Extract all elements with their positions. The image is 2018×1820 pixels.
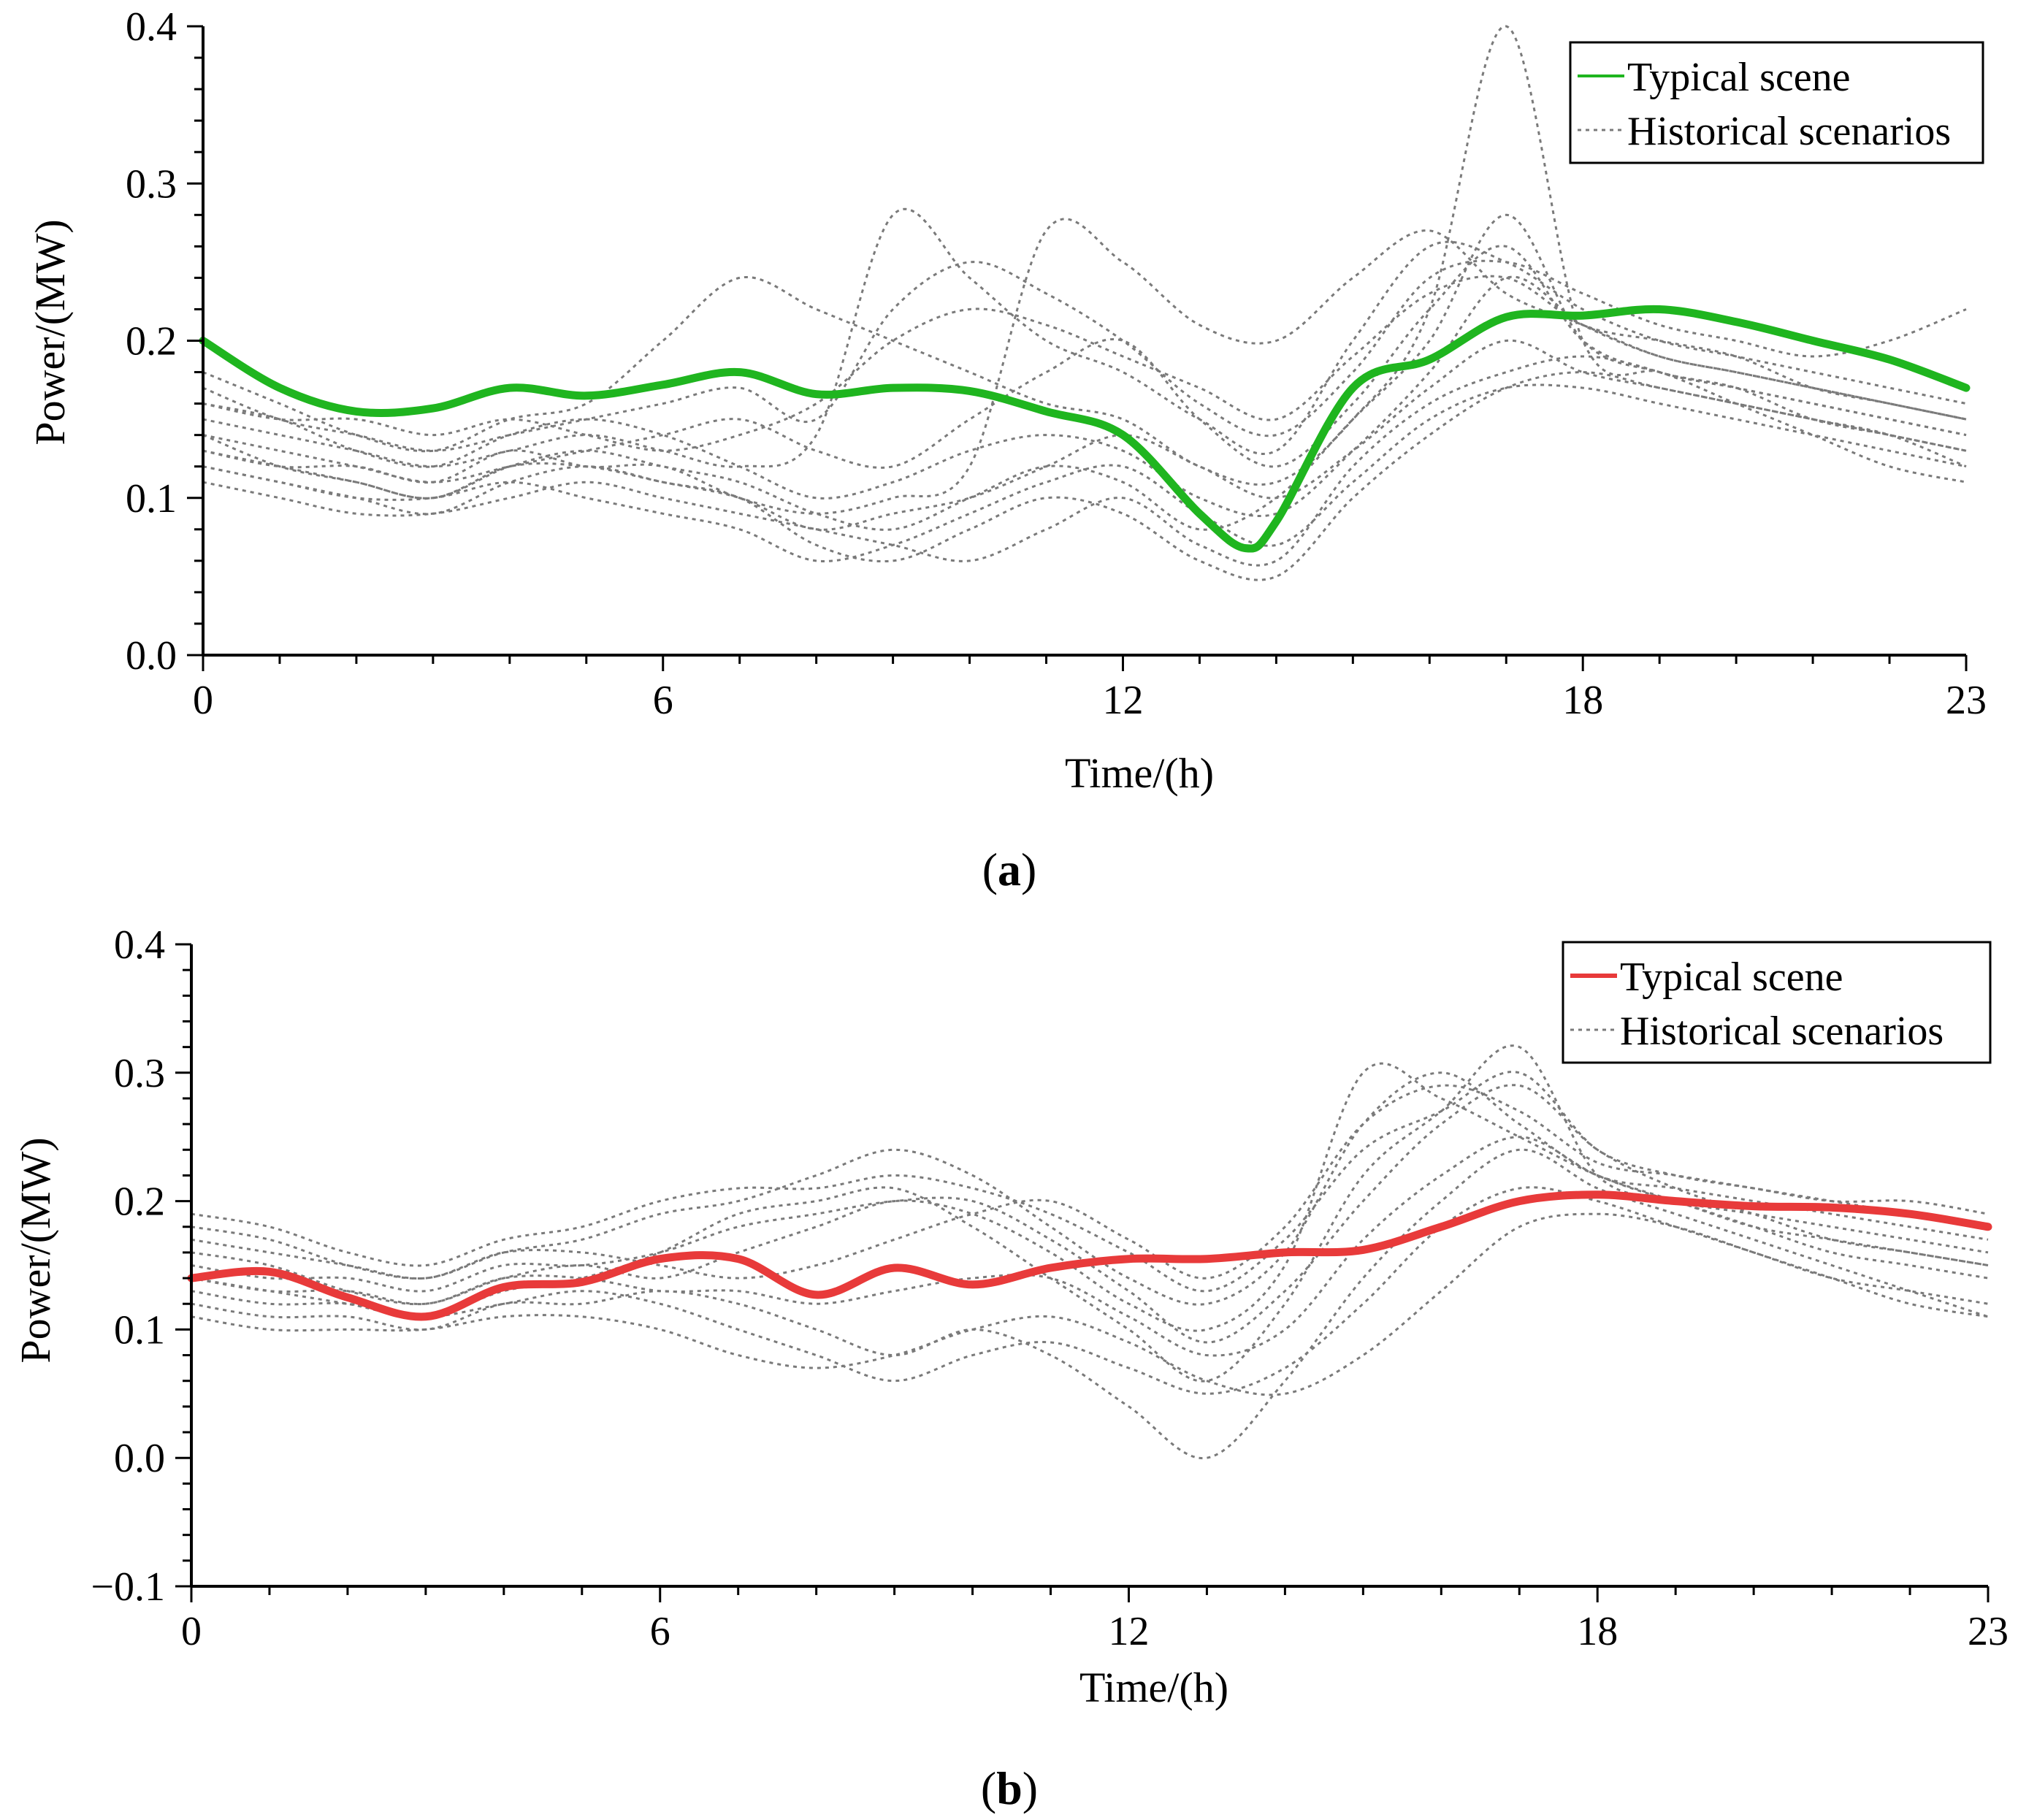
caption-letter-b: b [996,1762,1023,1814]
historical-line-a-1 [202,275,1967,517]
x-tick-label-b-0: 0 [181,1609,202,1654]
historical-line-b-4 [191,1071,1989,1306]
chart-panel-b: 0 6 12 18 23 −0.1 0.0 0.1 0.2 0.3 0.4 Time/(h) Pow… [12,922,2009,1814]
legend-label-typical-b: Typical scene [1620,955,1843,1000]
historical-line-a-8 [202,259,1967,452]
ticks-b: 0 6 12 18 23 −0.1 0.0 0.1 0.2 0.3 0.4 [91,922,2009,1654]
historical-line-a-2 [202,213,1967,531]
legend-label-historical-b: Historical scenarios [1620,1009,1944,1054]
x-tick-label-a-18: 18 [1562,678,1603,723]
historical-line-b-1 [191,1062,1989,1332]
legend-label-historical-a: Historical scenarios [1627,109,1951,154]
historical-line-b-10 [191,1136,1989,1357]
y-tick-label-b-1: 0.0 [114,1436,165,1481]
y-tick-label-b-4: 0.3 [114,1051,165,1096]
x-tick-label-b-23: 23 [1968,1609,2009,1654]
historical-line-a-4 [202,371,1967,581]
axes-b [190,944,1988,1588]
legend-a: Typical scene Historical scenarios [1569,41,1984,164]
legend-b: Typical scene Historical scenarios [1562,941,1992,1064]
typical-series-a [199,305,1971,553]
y-tick-label-a-0: 0.0 [126,633,177,678]
legend-box-a [1569,41,1984,164]
y-tick-label-b-2: 0.1 [114,1307,165,1353]
historical-line-a-7 [202,355,1967,567]
legend-label-typical-a: Typical scene [1627,55,1850,100]
historical-line-b-2 [191,1044,1989,1383]
typical-line-a [199,305,1971,553]
x-axis-title-a: Time/(h) [1065,749,1214,797]
typical-series-b [187,1190,1992,1321]
historical-line-a-12 [202,339,1967,531]
x-tick-label-b-18: 18 [1577,1609,1618,1654]
ticks-a: 0 6 12 18 23 0.0 0.1 0.2 0.3 0.4 [126,4,1987,723]
x-axis-title-b: Time/(h) [1079,1664,1228,1711]
caption-letter-a: a [998,844,1021,895]
y-tick-label-b-5: 0.4 [114,922,165,968]
historical-line-b-7 [191,1084,1989,1280]
x-tick-label-b-12: 12 [1108,1609,1149,1654]
x-tick-label-a-23: 23 [1946,678,1987,723]
historical-line-a-6 [202,218,1967,515]
historical-line-a-9 [202,245,1967,483]
x-tick-label-a-6: 6 [653,678,673,723]
historical-line-b-9 [191,1071,1989,1293]
x-tick-label-b-6: 6 [650,1609,670,1654]
y-tick-label-a-2: 0.2 [126,319,177,364]
historical-line-a-11 [202,275,1967,452]
y-tick-label-a-1: 0.1 [126,476,177,521]
y-tick-label-b-3: 0.2 [114,1179,165,1225]
caption-b: (b) [981,1762,1038,1814]
historical-series-b [191,1044,1989,1460]
x-tick-label-a-12: 12 [1102,678,1143,723]
x-tick-label-a-0: 0 [193,678,213,723]
legend-box-b [1562,941,1992,1064]
chart-panel-a: 0 6 12 18 23 0.0 0.1 0.2 0.3 0.4 Time/(h) Power/(… [26,4,1987,895]
y-tick-label-a-4: 0.4 [126,4,177,50]
historical-series-a [202,25,1967,581]
historical-line-a-5 [202,207,1967,468]
y-tick-label-b-0: −0.1 [91,1564,165,1610]
historical-line-b-6 [191,1084,1989,1344]
y-tick-label-a-3: 0.3 [126,161,177,207]
y-axis-title-a: Power/(MW) [26,219,74,445]
y-axis-title-b: Power/(MW) [12,1137,59,1363]
caption-a: (a) [982,844,1037,895]
typical-line-b [187,1190,1992,1321]
historical-line-b-5 [191,1186,1989,1395]
historical-line-b-8 [191,1212,1989,1396]
historical-line-a-10 [202,383,1967,562]
